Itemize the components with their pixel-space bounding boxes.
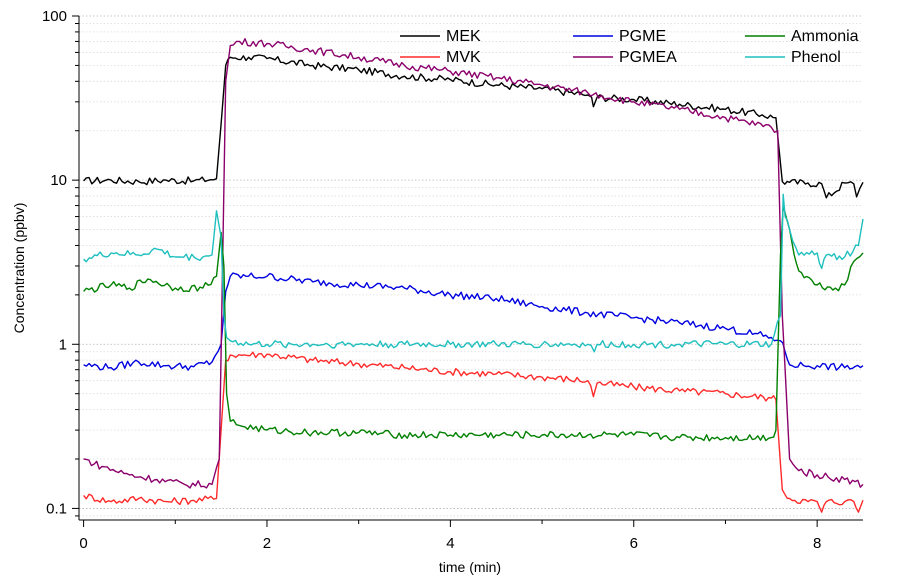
y-tick-label: 0.1 xyxy=(46,500,67,517)
y-tick-label: 1 xyxy=(59,336,67,353)
x-tick-label: 4 xyxy=(446,535,454,552)
legend-label: MVK xyxy=(446,49,481,66)
legend-label: Ammonia xyxy=(791,28,859,45)
legend-label: PGMEA xyxy=(619,49,677,66)
legend-label: Phenol xyxy=(791,49,841,66)
y-axis-title: Concentration (ppbv) xyxy=(11,203,27,334)
grid-lines xyxy=(79,15,863,517)
tick-labels: 0 2 4 6 8 0.1 1 10 100 xyxy=(42,8,821,552)
series-line-ammonia xyxy=(83,204,864,442)
x-tick-label: 6 xyxy=(630,535,638,552)
series-line-mek xyxy=(83,54,864,199)
y-tick-label: 10 xyxy=(50,172,67,189)
x-axis-title: time (min) xyxy=(439,559,501,575)
series-lines xyxy=(83,38,864,513)
axes xyxy=(78,16,863,521)
series-line-pgme xyxy=(83,272,864,371)
legend: MEK MVK PGME PGMEA Ammonia Phenol xyxy=(400,28,859,66)
legend-label: MEK xyxy=(446,28,481,45)
x-tick-label: 2 xyxy=(263,535,271,552)
x-tick-label: 8 xyxy=(813,535,821,552)
series-line-pgmea xyxy=(83,38,864,489)
x-tick-label: 0 xyxy=(79,535,87,552)
legend-label: PGME xyxy=(619,28,666,45)
series-line-mvk xyxy=(83,351,864,513)
series-line-phenol xyxy=(83,193,864,353)
y-tick-label: 100 xyxy=(42,8,67,25)
